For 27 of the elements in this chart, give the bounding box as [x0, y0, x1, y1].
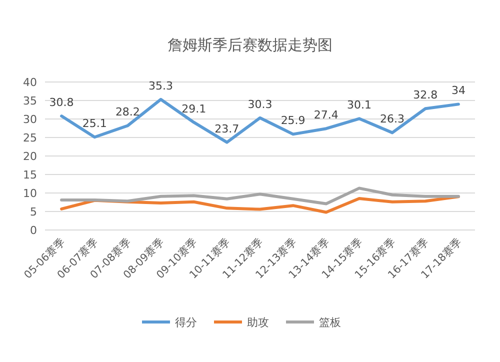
legend-label: 篮板 — [319, 316, 341, 329]
legend-label: 得分 — [175, 316, 197, 329]
chart-title: 詹姆斯季后赛数据走势图 — [168, 36, 332, 54]
y-tick-label: 0 — [30, 224, 37, 237]
y-tick-label: 20 — [23, 150, 37, 163]
y-tick-label: 35 — [23, 94, 37, 108]
data-label: 32.8 — [413, 88, 438, 102]
y-tick-label: 40 — [23, 76, 37, 89]
data-label: 30.8 — [49, 96, 74, 110]
y-tick-label: 25 — [23, 132, 37, 144]
data-label: 26.3 — [380, 112, 405, 126]
y-tick-label: 30 — [23, 113, 37, 126]
legend-label: 助攻 — [247, 316, 269, 329]
data-label: 34 — [451, 84, 466, 98]
line-series — [60, 186, 460, 206]
data-label: 29.1 — [182, 102, 206, 116]
data-label: 35.3 — [148, 79, 174, 92]
data-label: 30.1 — [346, 98, 372, 112]
y-tick-label: 10 — [23, 187, 37, 200]
data-label: 30.3 — [248, 98, 272, 111]
data-label: 27.4 — [314, 108, 338, 122]
data-label: 25.1 — [82, 117, 107, 130]
data-label: 28.2 — [115, 106, 140, 119]
data-label: 23.7 — [214, 122, 240, 136]
y-tick-label: 15 — [23, 168, 37, 182]
data-label: 25.9 — [280, 114, 306, 128]
y-tick-label: 5 — [30, 206, 37, 218]
